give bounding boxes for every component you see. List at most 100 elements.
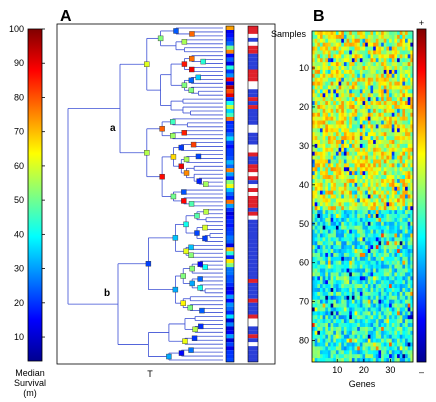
heatmap-cell — [373, 288, 377, 293]
heatmap-cell — [317, 268, 321, 273]
heatmap-cell — [346, 326, 350, 332]
heatmap-cell — [327, 46, 331, 51]
heatmap-cell — [383, 38, 387, 43]
heatmap-cell — [381, 101, 385, 106]
heatmap-cell — [325, 101, 329, 106]
event-strip-cell — [248, 231, 258, 236]
heatmap-cell — [335, 303, 339, 308]
event-strip-cell — [248, 136, 258, 141]
heatmap-cell — [410, 46, 414, 51]
heatmap-cell — [357, 101, 361, 106]
heatmap-cell — [333, 62, 337, 67]
heatmap-cell — [351, 249, 355, 254]
heatmap-cell — [370, 326, 374, 332]
heatmap-cell — [370, 358, 374, 363]
heatmap-cell — [325, 268, 329, 273]
heatmap-cell — [375, 241, 379, 246]
leaf-survival-cell — [226, 278, 234, 283]
heatmap-cell — [322, 206, 326, 211]
heatmap-cell — [405, 143, 408, 149]
heatmap-cell — [365, 120, 369, 125]
heatmap-cell — [378, 358, 382, 363]
heatmap-cell — [399, 190, 403, 195]
heatmap-cell — [357, 319, 361, 324]
heatmap-cell — [383, 245, 387, 250]
heatmap-cell — [325, 214, 329, 219]
heatmap-cell — [322, 288, 326, 293]
heatmap-cell — [333, 46, 337, 51]
heatmap-cell — [312, 319, 315, 324]
heatmap-cell — [410, 151, 414, 156]
heatmap-cell — [373, 50, 377, 55]
heatmap-cell — [373, 221, 377, 227]
heatmap-cell — [365, 77, 369, 82]
heatmap-cell — [330, 202, 334, 207]
heatmap-cell — [314, 38, 318, 43]
heatmap-cell — [312, 159, 315, 164]
heatmap-cell — [357, 217, 361, 223]
heatmap-cell — [407, 221, 411, 227]
heatmap-cell — [397, 167, 401, 172]
heatmap-cell — [359, 58, 363, 63]
heatmap-cell — [383, 342, 387, 347]
heatmap-cell — [389, 280, 393, 285]
heatmap-cell — [335, 338, 339, 343]
heatmap-cell — [405, 198, 408, 203]
heatmap-cell — [375, 66, 379, 71]
heatmap-cell — [312, 284, 315, 289]
heatmap-cell — [333, 291, 337, 297]
heatmap-cell — [349, 42, 353, 47]
heatmap-cell — [362, 350, 366, 355]
heatmap-cell — [386, 101, 390, 106]
heatmap-cell — [349, 147, 353, 153]
heatmap-cell — [386, 155, 390, 160]
heatmap-cell — [367, 346, 371, 351]
heatmap-cell — [383, 112, 387, 117]
heatmap-cell — [397, 54, 401, 59]
heatmap-cell — [386, 245, 390, 250]
heatmap-cell — [391, 151, 395, 156]
tree-node-marker — [178, 144, 185, 151]
heatmap-cell — [346, 31, 350, 36]
heatmap-cell — [378, 171, 382, 176]
heatmap-cell — [391, 120, 395, 125]
heatmap-cell — [378, 108, 382, 114]
leaf-survival-cell — [226, 358, 234, 362]
tree-node-marker — [181, 82, 188, 89]
heatmap-cell — [402, 97, 406, 102]
heatmap-cell — [365, 334, 369, 339]
heatmap-cell — [338, 124, 342, 129]
heatmap-cell — [346, 334, 350, 339]
heatmap-cell — [367, 342, 371, 347]
heatmap-cell — [381, 163, 385, 168]
heatmap-cell — [381, 159, 385, 164]
heatmap-cell — [359, 73, 363, 79]
heatmap-cell — [354, 38, 358, 43]
heatmap-cell — [341, 217, 345, 223]
heatmap-cell — [312, 346, 315, 351]
heatmap-cell — [370, 58, 374, 63]
heatmap-cell — [394, 128, 398, 133]
heatmap-cell — [370, 319, 374, 324]
heatmap-cell — [381, 350, 385, 355]
heatmap-cell — [357, 241, 361, 246]
heatmap-cell — [341, 124, 345, 129]
heatmap-cell — [338, 50, 342, 55]
heatmap-cell — [317, 143, 321, 149]
heatmap-cell — [394, 319, 398, 324]
heatmap-cell — [314, 229, 318, 234]
heatmap-cell — [325, 182, 329, 188]
heatmap-cell — [378, 66, 382, 71]
heatmap-cell — [405, 46, 408, 51]
heatmap-cell — [365, 202, 369, 207]
heatmap-cell — [333, 303, 337, 308]
heatmap-cell — [354, 34, 358, 40]
heatmap-cell — [407, 237, 411, 242]
heatmap-cell — [338, 276, 342, 281]
heatmap-cell — [312, 256, 315, 262]
heatmap-cell — [322, 233, 326, 238]
heatmap-cell — [386, 167, 390, 172]
heatmap-cell — [317, 338, 321, 343]
heatmap-cell — [335, 268, 339, 273]
heatmap-cell — [389, 241, 393, 246]
